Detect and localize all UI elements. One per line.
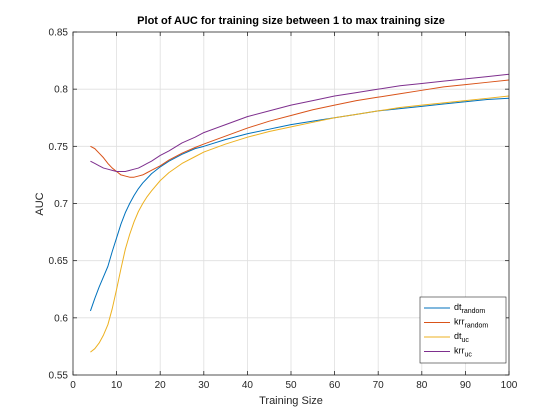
x-tick-label: 100 — [501, 380, 518, 391]
y-tick-label: 0.7 — [54, 199, 68, 210]
series-line-dt-random — [89, 97, 510, 312]
axis-ticks: 0 10 20 30 40 50 60 70 80 90 100 0.55 0.6 0.65 0.7 0.75… — [49, 28, 518, 392]
chart-title: Plot of AUC for training size between 1 … — [137, 15, 445, 27]
x-tick-label: 10 — [111, 380, 123, 391]
y-axis-label: AUC — [34, 192, 46, 215]
x-tick-label: 80 — [416, 380, 428, 391]
x-tick-label: 40 — [242, 380, 254, 391]
series-line-dt-uc — [90, 95, 510, 353]
series-layer — [89, 73, 510, 353]
x-tick-label: 60 — [329, 380, 341, 391]
y-tick-label: 0.55 — [49, 371, 69, 382]
x-tick-label: 50 — [285, 380, 297, 391]
legend-entry-dt-uc: dtuc — [454, 331, 469, 344]
x-tick-label: 0 — [70, 380, 76, 391]
x-tick-label: 30 — [198, 380, 210, 391]
legend-entry-krr-uc: krruc — [454, 346, 472, 359]
x-tick-label: 70 — [373, 380, 385, 391]
legend-entry-name: dt — [454, 302, 462, 312]
legend-entry-krr-random: krrrandom — [454, 317, 488, 330]
legend-entry-dt-random: dtrandom — [454, 302, 485, 315]
y-tick-label: 0.85 — [49, 28, 69, 39]
y-tick-label: 0.65 — [49, 256, 69, 267]
y-tick-label: 0.8 — [54, 85, 68, 96]
series-line-krr-random — [90, 79, 510, 178]
x-axis-label: Training Size — [259, 395, 323, 407]
legend-entry-name: krr — [454, 346, 465, 356]
x-tick-label: 90 — [460, 380, 472, 391]
legend-entry-subscript: uc — [465, 352, 473, 359]
x-tick-label: 20 — [155, 380, 167, 391]
legend-entry-name: dt — [454, 331, 462, 341]
y-tick-label: 0.6 — [54, 313, 68, 324]
series-line-krr-uc — [90, 73, 510, 172]
legend-entry-subscript: random — [462, 308, 486, 315]
legend-entry-name: krr — [454, 317, 465, 327]
y-tick-label: 0.75 — [49, 142, 69, 153]
legend-entry-subscript: random — [465, 323, 489, 330]
legend-entry-subscript: uc — [462, 337, 470, 344]
